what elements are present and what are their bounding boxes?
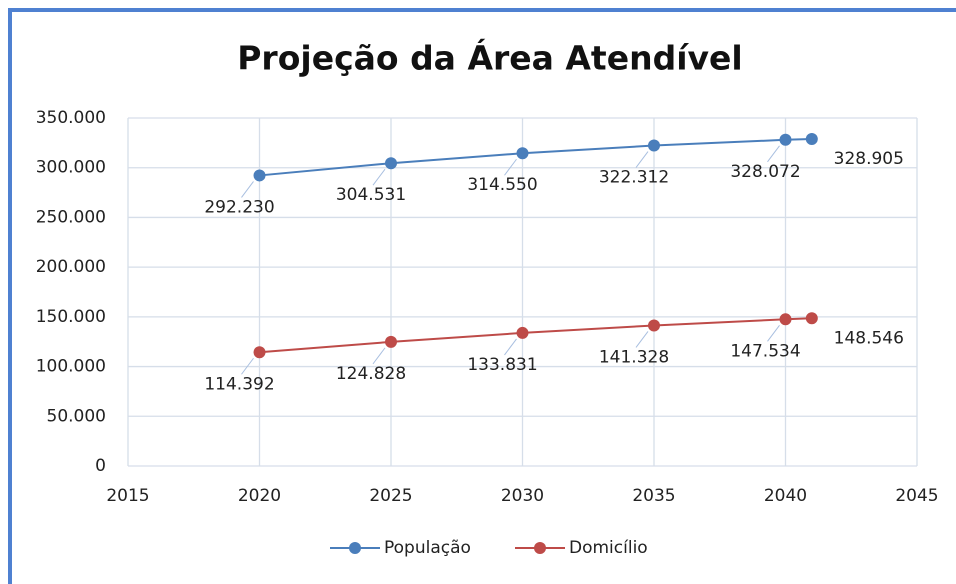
data-label: 147.534 xyxy=(730,341,800,361)
leader-line xyxy=(504,338,517,356)
data-label: 133.831 xyxy=(467,355,537,375)
x-tick-label: 2030 xyxy=(501,486,544,506)
data-label: 292.230 xyxy=(204,197,274,217)
y-tick-label: 300.000 xyxy=(36,158,106,178)
x-tick-label: 2045 xyxy=(895,486,938,506)
data-label: 114.392 xyxy=(204,374,274,394)
marker xyxy=(385,157,397,170)
marker xyxy=(805,312,818,325)
leader-line xyxy=(767,325,780,342)
data-label: 328.905 xyxy=(834,149,904,169)
data-label: 322.312 xyxy=(599,168,669,188)
leader-line xyxy=(504,158,517,176)
data-label: 148.546 xyxy=(834,328,904,348)
data-label: 314.550 xyxy=(467,175,537,195)
y-tick-label: 100.000 xyxy=(36,357,106,377)
x-tick-label: 2025 xyxy=(369,486,412,506)
marker xyxy=(253,169,266,182)
x-tick-label: 2035 xyxy=(632,486,675,506)
marker xyxy=(648,139,660,152)
marker xyxy=(805,132,818,145)
leader-line xyxy=(635,151,649,168)
leader-line xyxy=(767,145,780,163)
x-tick-label: 2015 xyxy=(106,486,149,506)
marker xyxy=(385,335,397,348)
y-tick-label: 250.000 xyxy=(36,207,106,227)
leader-line xyxy=(241,357,254,375)
marker xyxy=(779,133,792,146)
y-tick-label: 350.000 xyxy=(36,108,106,128)
data-label: 328.072 xyxy=(730,162,800,182)
frame xyxy=(8,8,956,584)
y-tick-label: 0 xyxy=(95,456,106,476)
data-label: 124.828 xyxy=(336,364,406,384)
leader-line xyxy=(372,347,386,365)
data-label: 141.328 xyxy=(599,347,669,367)
marker xyxy=(253,346,266,359)
y-tick-label: 150.000 xyxy=(36,307,106,327)
marker xyxy=(516,326,529,339)
leader-line xyxy=(372,168,386,186)
chart-title: Projeção da Área Atendível xyxy=(237,38,742,78)
leader-line xyxy=(241,181,254,198)
legend-label: População xyxy=(384,538,471,558)
legend-marker xyxy=(349,542,361,554)
y-tick-label: 50.000 xyxy=(47,406,106,426)
x-tick-label: 2020 xyxy=(238,486,281,506)
leader-line xyxy=(635,331,649,348)
y-tick-label: 200.000 xyxy=(36,257,106,277)
marker xyxy=(779,313,792,326)
data-label: 304.531 xyxy=(336,185,406,205)
x-tick-label: 2040 xyxy=(764,486,807,506)
legend-label: Domicílio xyxy=(569,538,648,558)
marker xyxy=(516,147,529,160)
legend-marker xyxy=(534,542,546,554)
marker xyxy=(648,319,660,332)
